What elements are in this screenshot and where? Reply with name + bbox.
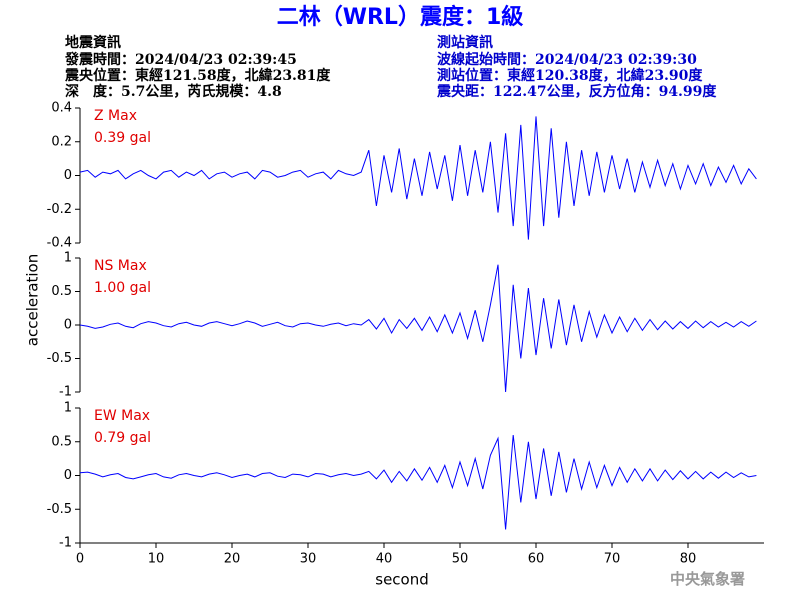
info-line: 震央距：122.47公里，反方位角：94.99度 [436,83,717,100]
component-label: NS Max [94,258,147,274]
info-line: 地震資訊 [65,34,121,51]
x-tick-label: 30 [300,552,317,567]
y-tick-label: -1 [59,385,72,400]
info-line: 測站資訊 [437,34,493,51]
y-tick-label: 1 [64,401,72,416]
max-label: 0.39 gal [94,130,151,146]
y-tick-label: -0.4 [47,236,72,251]
max-label: 0.79 gal [94,430,151,446]
max-label: 1.00 gal [94,280,151,296]
component-label: Z Max [94,108,137,124]
info-line: 震央位置：東經121.58度，北緯23.81度 [64,67,331,84]
y-tick-label: -0.2 [47,202,72,217]
x-axis-label: second [375,571,429,589]
waveform [79,264,757,393]
x-tick-label: 0 [76,552,84,567]
y-tick-label: -1 [59,536,72,551]
y-tick-label: 0 [64,168,72,183]
x-tick-label: 80 [680,552,697,567]
x-tick-label: 70 [604,552,621,567]
y-tick-label: 0.4 [51,101,72,116]
y-tick-label: 0.5 [51,434,72,449]
x-tick-label: 60 [528,552,545,567]
footer: 中央氣象署 [670,570,745,588]
chart-title: 二林（WRL）震度：1級 [277,4,524,30]
y-tick-label: 0.5 [51,284,72,299]
y-tick-label: 0 [64,468,72,483]
x-tick-label: 40 [376,552,393,567]
component-label: EW Max [94,408,150,424]
x-tick-label: 10 [148,552,165,567]
y-axis-label: acceleration [24,254,42,346]
y-tick-label: 0.2 [51,134,72,149]
y-tick-label: 0 [64,318,72,333]
waveform [79,116,757,240]
x-tick-label: 50 [452,552,469,567]
y-tick-label: 1 [64,251,72,266]
x-tick-label: 20 [224,552,241,567]
waveform [79,434,757,530]
info-line: 波線起始時間：2024/04/23 02:39:30 [437,51,697,68]
info-line: 深 度：5.7公里，芮氏規模：4.8 [65,83,282,100]
y-tick-label: -0.5 [47,351,72,366]
y-tick-label: -0.5 [47,502,72,517]
info-line: 測站位置：東經120.38度，北緯23.90度 [437,67,703,84]
info-line: 發震時間：2024/04/23 02:39:45 [64,51,297,68]
